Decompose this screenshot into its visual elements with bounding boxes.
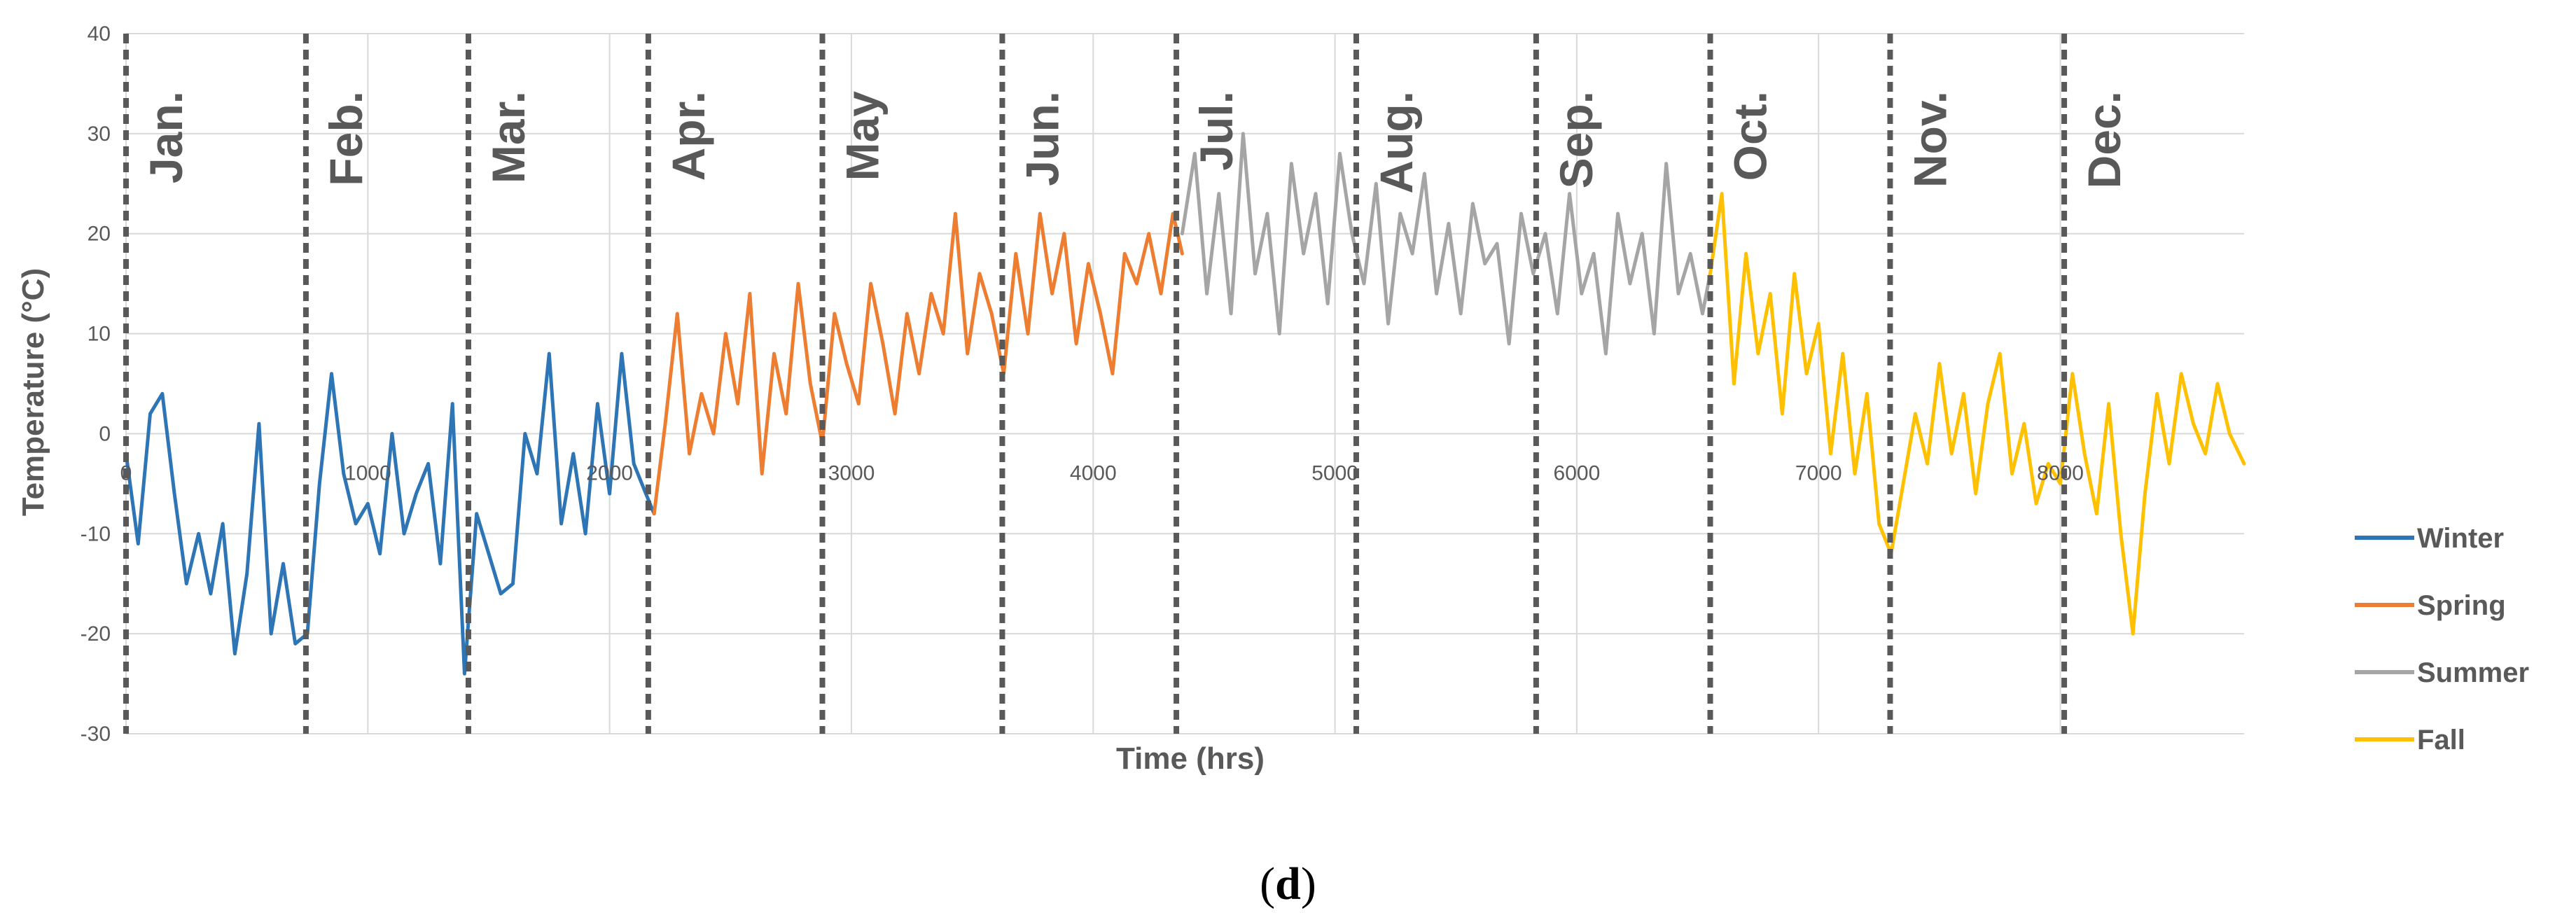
y-tick-label: 20	[88, 223, 111, 246]
x-tick-label: 1000	[344, 461, 391, 485]
month-label: Jul.	[1190, 91, 1242, 171]
month-label: Mar.	[482, 91, 534, 183]
y-tick-label: 10	[88, 323, 111, 346]
x-tick-label: 8000	[2037, 461, 2084, 485]
y-tick-label: 0	[99, 422, 111, 445]
legend-label: Winter	[2417, 523, 2504, 554]
month-label: Oct.	[1725, 91, 1776, 181]
y-axis-ticks: -30 -20 -10 0 10 20 30 40	[81, 22, 111, 746]
legend-label: Spring	[2417, 590, 2506, 621]
month-dividers	[123, 34, 2068, 734]
month-label: May	[837, 91, 889, 181]
caption-open: (	[1260, 858, 1276, 909]
caption-close: )	[1300, 858, 1316, 909]
gridlines	[125, 33, 2244, 734]
y-tick-label: 40	[88, 22, 111, 46]
x-axis-title: Time (hrs)	[1116, 741, 1265, 776]
y-tick-label: -10	[81, 522, 111, 545]
month-label: Apr.	[662, 91, 714, 181]
figure-caption: (d)	[0, 858, 2576, 911]
series-line-summer	[1180, 132, 1712, 356]
x-tick-label: 5000	[1311, 461, 1358, 485]
month-label: Feb.	[320, 91, 372, 186]
caption-letter: d	[1275, 858, 1301, 909]
month-labels: Jan. Feb. Mar. Apr. May Jun. Jul. Aug. Sep. Oct. N…	[140, 91, 2130, 194]
month-label: Aug.	[1370, 91, 1422, 194]
x-axis-ticks: 0 1000 2000 3000 4000 5000 6000 7000 8000	[120, 461, 2084, 485]
month-label: Jan.	[140, 91, 192, 183]
x-tick-label: 2000	[586, 461, 633, 485]
y-tick-label: 30	[88, 123, 111, 146]
x-tick-label: 0	[120, 461, 132, 485]
month-label: Sep.	[1550, 91, 1602, 188]
x-tick-label: 3000	[828, 461, 875, 485]
series-line-spring	[652, 211, 1184, 516]
y-tick-label: -20	[81, 622, 111, 646]
legend-label: Fall	[2417, 725, 2465, 755]
month-label: Nov.	[1904, 91, 1956, 188]
temperature-chart: -30 -20 -10 0 10 20 30 40 0 1000 2000 3000 4000 5000…	[16, 22, 2529, 776]
y-tick-label: -30	[81, 723, 111, 746]
legend-label: Summer	[2417, 657, 2529, 688]
month-label: Jun.	[1016, 91, 1068, 186]
x-tick-label: 6000	[1554, 461, 1601, 485]
series-line-winter	[124, 351, 656, 676]
legend: Winter Spring Summer Fall	[2355, 523, 2529, 755]
month-label: Dec.	[2078, 91, 2130, 188]
x-tick-label: 7000	[1795, 461, 1842, 485]
series-line-fall	[1708, 192, 2246, 636]
series-lines	[124, 132, 2246, 676]
x-tick-label: 4000	[1070, 461, 1117, 485]
y-axis-title: Temperature (°C)	[16, 268, 50, 516]
